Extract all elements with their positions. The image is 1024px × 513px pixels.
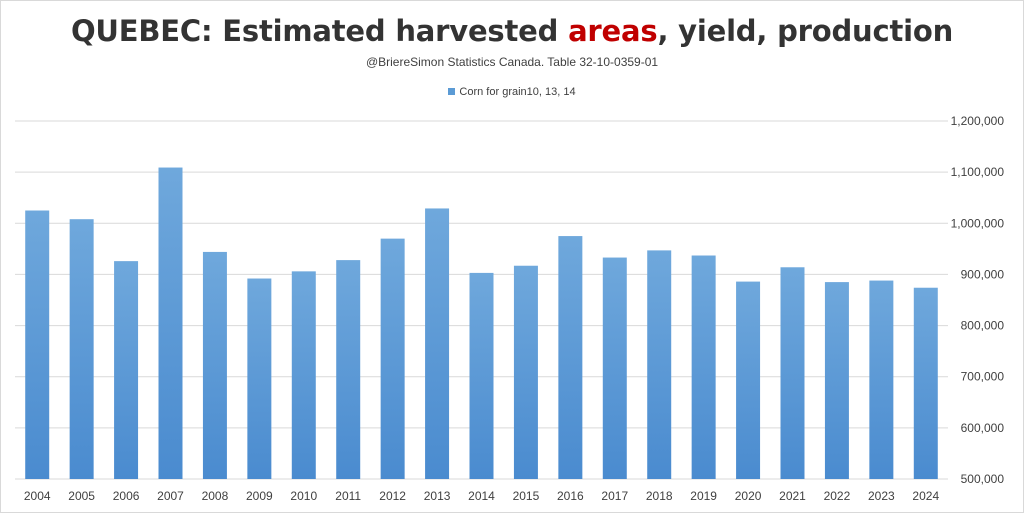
bar-2009 bbox=[247, 279, 271, 479]
x-tick-label-2019: 2019 bbox=[690, 489, 717, 503]
x-tick-label-2009: 2009 bbox=[246, 489, 273, 503]
x-tick-label-2017: 2017 bbox=[601, 489, 628, 503]
bar-2016 bbox=[558, 236, 582, 479]
bar-2008 bbox=[203, 252, 227, 479]
bar-2017 bbox=[603, 258, 627, 479]
y-tick-label: 700,000 bbox=[961, 370, 1005, 384]
y-tick-label: 800,000 bbox=[961, 319, 1005, 333]
bar-2005 bbox=[70, 219, 94, 479]
x-tick-label-2012: 2012 bbox=[379, 489, 406, 503]
x-tick-label-2021: 2021 bbox=[779, 489, 806, 503]
bar-2006 bbox=[114, 261, 138, 479]
bar-2018 bbox=[647, 250, 671, 479]
x-tick-label-2005: 2005 bbox=[68, 489, 95, 503]
y-tick-label: 1,100,000 bbox=[951, 165, 1005, 179]
bar-2010 bbox=[292, 271, 316, 479]
bar-2011 bbox=[336, 260, 360, 479]
x-tick-label-2014: 2014 bbox=[468, 489, 495, 503]
bar-chart: 500,000 600,000 700,000 800,000 900,000 1,000… bbox=[0, 0, 1024, 513]
x-tick-label-2004: 2004 bbox=[24, 489, 51, 503]
bar-2021 bbox=[781, 267, 805, 479]
x-tick-label-2006: 2006 bbox=[113, 489, 140, 503]
bar-2012 bbox=[381, 239, 405, 479]
bar-2019 bbox=[692, 256, 716, 479]
y-tick-label: 500,000 bbox=[961, 472, 1005, 486]
x-tick-label-2010: 2010 bbox=[290, 489, 317, 503]
y-tick-label: 900,000 bbox=[961, 267, 1005, 281]
bar-2024 bbox=[914, 288, 938, 479]
x-tick-label-2016: 2016 bbox=[557, 489, 584, 503]
x-tick-label-2013: 2013 bbox=[424, 489, 451, 503]
bar-2007 bbox=[159, 168, 183, 479]
x-tick-label-2024: 2024 bbox=[912, 489, 939, 503]
y-tick-label: 1,000,000 bbox=[951, 216, 1005, 230]
x-tick-label-2007: 2007 bbox=[157, 489, 184, 503]
y-axis-labels: 500,000 600,000 700,000 800,000 900,000 1,000… bbox=[951, 114, 1005, 486]
bar-2014 bbox=[470, 273, 494, 479]
bar-2013 bbox=[425, 208, 449, 479]
x-axis-labels: 2004 2005 2006 2007 2008 2009 2010 2011 2012 2013… bbox=[24, 489, 940, 503]
x-tick-label-2020: 2020 bbox=[735, 489, 762, 503]
x-tick-label-2018: 2018 bbox=[646, 489, 673, 503]
x-tick-label-2011: 2011 bbox=[335, 489, 361, 503]
bar-2023 bbox=[869, 281, 893, 479]
bar-2015 bbox=[514, 266, 538, 479]
x-tick-label-2022: 2022 bbox=[824, 489, 851, 503]
y-tick-label: 1,200,000 bbox=[951, 114, 1005, 128]
bar-2004 bbox=[25, 211, 49, 480]
y-tick-label: 600,000 bbox=[961, 421, 1005, 435]
bar-2020 bbox=[736, 282, 760, 479]
x-tick-label-2008: 2008 bbox=[202, 489, 229, 503]
bars bbox=[25, 168, 938, 479]
bar-2022 bbox=[825, 282, 849, 479]
x-tick-label-2023: 2023 bbox=[868, 489, 895, 503]
x-tick-label-2015: 2015 bbox=[513, 489, 540, 503]
